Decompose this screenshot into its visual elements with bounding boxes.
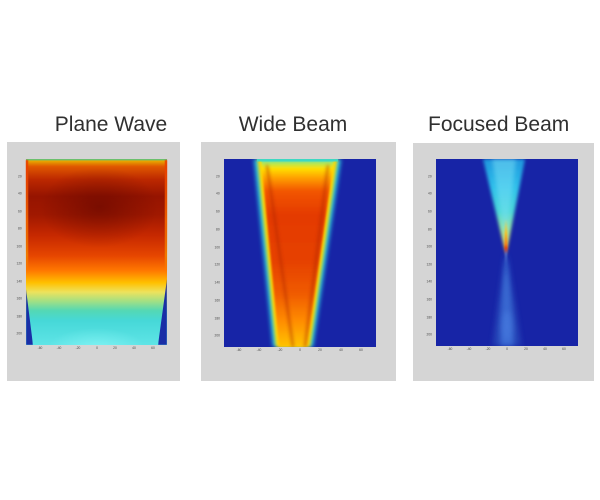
x-tick-label: 20 xyxy=(113,347,118,351)
y-tick-label: 100 xyxy=(16,245,22,249)
x-tick-label: -40 xyxy=(257,349,262,353)
y-tick-label: 160 xyxy=(214,299,220,303)
x-tick-label: 60 xyxy=(561,348,566,352)
focused-beam-bottom-glow xyxy=(502,311,512,343)
x-tick-label: -60 xyxy=(236,349,242,353)
plane-wave-right-fringe xyxy=(165,160,167,272)
x-tick-label: -60 xyxy=(447,348,453,352)
x-tick-label: 40 xyxy=(338,349,343,353)
y-axis-plane-wave: 20 40 60 80 100 120 140 160 180 200 xyxy=(10,159,26,345)
x-tick-label: 0 xyxy=(299,349,301,353)
y-tick-label: 140 xyxy=(214,281,220,285)
x-tick-label: 20 xyxy=(524,348,528,352)
wide-beam-right-streak xyxy=(303,164,330,347)
y-tick-label: 120 xyxy=(16,262,22,266)
x-tick-label: -20 xyxy=(75,347,81,351)
y-tick-label: 60 xyxy=(18,209,22,214)
y-tick-label: 140 xyxy=(16,280,22,284)
panel-wide-beam: 20 40 60 80 100 120 140 160 180 200 -60 -40 -20 0 20 4… xyxy=(201,142,396,381)
y-tick-label: 60 xyxy=(216,210,220,214)
x-tick-label: 60 xyxy=(358,349,363,353)
wide-beam-field xyxy=(224,159,376,347)
plane-wave-left-shadow-wedge xyxy=(26,289,33,345)
y-axis-wide-beam: 20 40 60 80 100 120 140 160 180 200 xyxy=(208,159,224,347)
y-tick-label: 40 xyxy=(18,192,22,196)
x-axis-focused-beam: -60 -40 -20 0 20 40 60 xyxy=(436,346,578,356)
y-tick-label: 120 xyxy=(426,263,432,267)
x-tick-label: 40 xyxy=(132,347,136,351)
plane-wave-right-shadow-wedge xyxy=(158,279,167,345)
panel-plane-wave: 20 40 60 80 100 120 140 160 180 200 -60 -40 -20 0 20 4… xyxy=(7,142,180,381)
focused-beam-focal-spot xyxy=(504,219,508,275)
title-wide-beam: Wide Beam xyxy=(238,113,348,136)
wide-beam-core xyxy=(261,159,334,347)
x-tick-label: -40 xyxy=(466,348,472,352)
y-tick-label: 100 xyxy=(214,246,220,250)
y-tick-label: 180 xyxy=(214,316,220,321)
x-tick-label: 60 xyxy=(151,347,155,351)
y-tick-label: 200 xyxy=(214,334,220,338)
x-tick-label: -20 xyxy=(277,349,283,353)
focused-beam-field xyxy=(436,159,578,346)
x-tick-label: 0 xyxy=(95,347,98,351)
y-tick-label: 140 xyxy=(426,280,432,285)
wide-beam-surface-strip xyxy=(257,159,338,162)
x-tick-label: 0 xyxy=(506,348,508,352)
x-tick-label: 40 xyxy=(543,348,547,352)
x-tick-label: -60 xyxy=(37,347,43,351)
y-tick-label: 120 xyxy=(214,263,220,268)
x-tick-label: -20 xyxy=(485,348,491,352)
y-tick-label: 20 xyxy=(428,174,432,179)
x-tick-label: 20 xyxy=(318,349,323,353)
y-tick-label: 160 xyxy=(426,298,432,302)
y-tick-label: 100 xyxy=(426,245,432,249)
y-tick-label: 20 xyxy=(216,175,220,179)
focused-beam-cone-core xyxy=(492,159,516,247)
y-tick-label: 200 xyxy=(426,333,432,338)
y-tick-label: 80 xyxy=(18,227,22,231)
title-plane-wave: Plane Wave xyxy=(54,113,168,136)
y-tick-label: 160 xyxy=(16,297,22,302)
x-axis-plane-wave: -60 -40 -20 0 20 40 60 xyxy=(26,345,167,355)
y-tick-label: 80 xyxy=(428,227,432,232)
panel-focused-beam: 20 40 60 80 100 120 140 160 180 200 -60 -40 -20 0 20 4… xyxy=(413,143,594,381)
y-tick-label: 180 xyxy=(426,316,432,320)
wide-beam-left-streak xyxy=(265,164,295,347)
plane-wave-field xyxy=(26,159,167,345)
y-tick-label: 180 xyxy=(16,315,22,319)
plane-wave-left-fringe xyxy=(26,160,28,272)
x-axis-wide-beam: -60 -40 -20 0 20 40 60 xyxy=(224,347,376,357)
y-tick-label: 80 xyxy=(216,228,220,232)
title-focused-beam: Focused Beam xyxy=(428,113,570,136)
heatmap-plane-wave: 20 40 60 80 100 120 140 160 180 200 -60 -40 -20 0 20 4… xyxy=(16,159,167,350)
y-tick-label: 40 xyxy=(216,192,220,197)
heatmap-wide-beam: 20 40 60 80 100 120 140 160 180 200 -60 -40 -20 0 20 4… xyxy=(214,159,376,352)
y-tick-label: 60 xyxy=(428,210,432,214)
y-tick-label: 20 xyxy=(18,174,22,179)
y-tick-label: 200 xyxy=(16,332,22,337)
x-tick-label: -40 xyxy=(56,347,62,351)
y-axis-focused-beam: 20 40 60 80 100 120 140 160 180 200 xyxy=(420,159,436,346)
y-tick-label: 40 xyxy=(428,192,432,196)
heatmap-focused-beam: 20 40 60 80 100 120 140 160 180 200 -60 -40 -20 0 20 4… xyxy=(426,159,578,351)
